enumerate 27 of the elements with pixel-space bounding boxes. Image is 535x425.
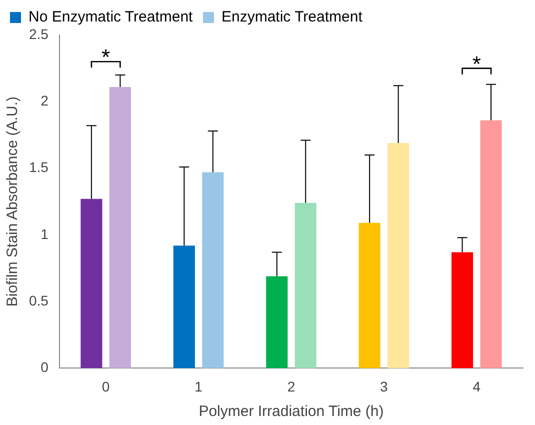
bar — [452, 252, 474, 368]
x-tick-label: 2 — [287, 378, 296, 394]
bar — [388, 142, 410, 368]
bar — [80, 198, 102, 368]
y-tick-label: 0 — [40, 359, 49, 376]
y-tick-label: 1.5 — [28, 159, 49, 176]
y-tick-label: 1 — [40, 226, 49, 242]
bar — [294, 202, 316, 368]
y-axis-title: Biofilm Stain Absorbance (A.U.) — [4, 96, 22, 307]
bar — [358, 222, 380, 368]
x-axis-title: Polymer Irradiation Time (h) — [198, 403, 384, 420]
x-tick-label: 0 — [102, 378, 110, 394]
x-tick-label: 3 — [380, 378, 388, 394]
legend-label: No Enzymatic Treatment — [28, 8, 194, 26]
bar — [480, 120, 502, 368]
bar — [173, 246, 195, 368]
y-tick-label: 0.5 — [28, 292, 49, 308]
y-tick-label: 2 — [40, 92, 49, 108]
y-tick-label: 2.5 — [28, 26, 49, 42]
bar — [202, 172, 224, 368]
bar — [109, 86, 131, 368]
x-tick-label: 1 — [194, 378, 203, 394]
legend-label: Enzymatic Treatment — [221, 8, 364, 26]
annotation: * — [472, 51, 482, 76]
x-tick-label: 4 — [472, 378, 481, 394]
annotation: * — [102, 44, 111, 70]
bar — [266, 276, 288, 368]
